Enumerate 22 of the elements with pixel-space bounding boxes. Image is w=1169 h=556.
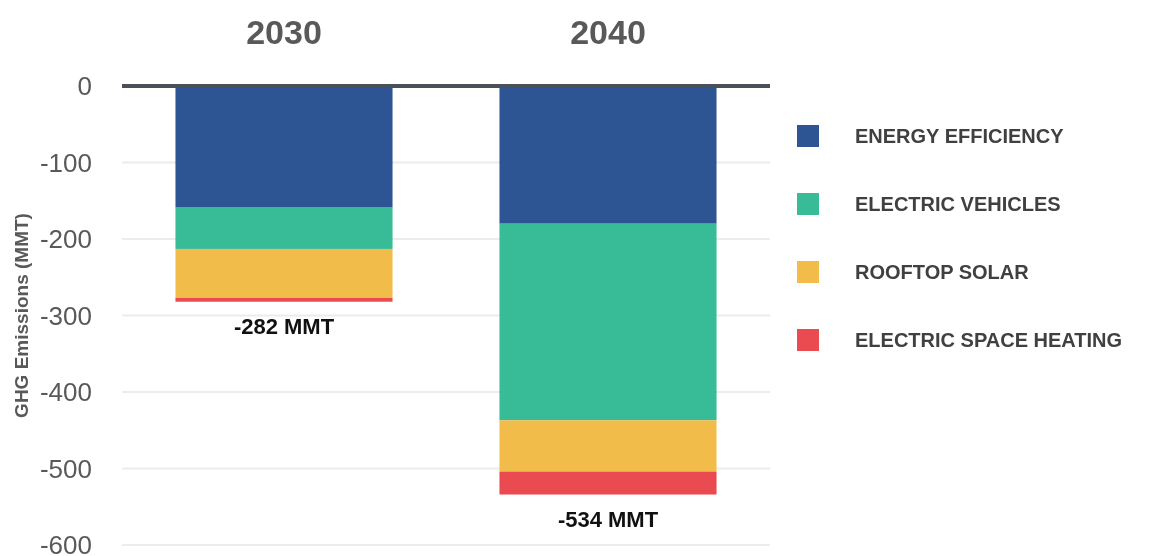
y-tick-label: -300 — [39, 300, 92, 331]
legend-label: ROOFTOP SOLAR — [855, 261, 1030, 283]
legend-label: ELECTRIC SPACE HEATING — [855, 329, 1123, 351]
legend-label: ELECTRIC VEHICLES — [855, 193, 1061, 215]
bar — [175, 248, 393, 298]
bar — [499, 420, 717, 472]
total-label: -534 MMT — [557, 506, 659, 532]
y-tick-label: -100 — [39, 147, 92, 178]
y-tick-label: -500 — [39, 453, 92, 484]
bar — [499, 223, 717, 421]
bar — [175, 207, 393, 249]
x-tick-label: 2040 — [570, 13, 646, 51]
y-tick-label: -200 — [39, 224, 92, 255]
bar — [175, 297, 393, 302]
legend-label: ENERGY EFFICIENCY — [855, 125, 1065, 147]
bar — [499, 471, 717, 495]
total-label: -282 MMT — [233, 313, 335, 339]
y-tick-label: -600 — [39, 530, 92, 556]
y-tick-label: 0 — [77, 71, 92, 102]
x-tick-label: 2030 — [246, 13, 322, 51]
y-axis-title: GHG Emissions (MMT) — [11, 213, 32, 418]
y-tick-label: -400 — [39, 377, 92, 408]
